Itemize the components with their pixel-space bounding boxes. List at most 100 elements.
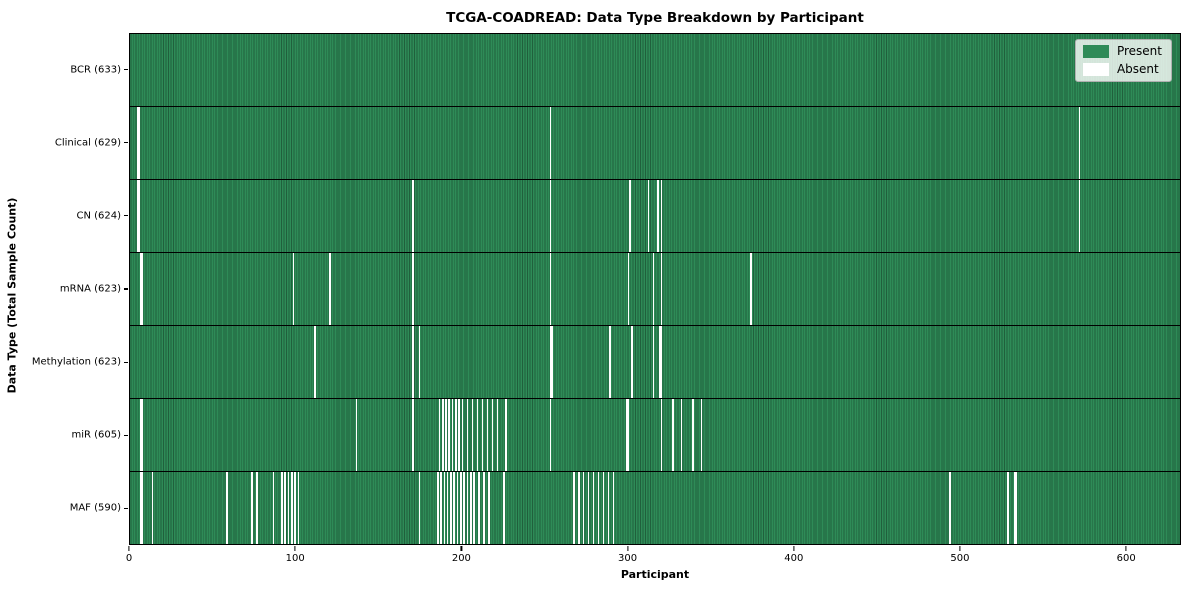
absent-stripe	[672, 399, 675, 471]
absent-stripe	[750, 253, 753, 325]
absent-stripe	[659, 326, 661, 398]
absent-stripe	[549, 180, 552, 252]
absent-stripe	[549, 253, 552, 325]
absent-stripe	[473, 472, 476, 544]
row-BCR	[130, 34, 1180, 106]
absent-stripe	[572, 472, 575, 544]
absent-stripe	[456, 472, 459, 544]
absent-stripe	[136, 107, 139, 179]
ytick-label-miR: miR (605)	[71, 429, 121, 441]
absent-stripe	[692, 399, 694, 471]
absent-stripe	[440, 472, 442, 544]
absent-stripe	[549, 399, 552, 471]
row-mRNA	[130, 252, 1180, 325]
absent-stripe	[280, 472, 283, 544]
xtick-label-400: 400	[784, 553, 804, 564]
absent-stripe	[549, 326, 552, 398]
absent-stripe	[597, 472, 600, 544]
absent-stripe	[1078, 180, 1081, 252]
absent-stripe	[443, 472, 446, 544]
absent-stripe	[139, 399, 142, 471]
absent-stripe	[292, 253, 295, 325]
ytick-label-Methylation: Methylation (623)	[31, 356, 121, 368]
xtick-mark	[1125, 546, 1127, 551]
plot-area: Present Absent	[129, 33, 1181, 545]
absent-stripe	[607, 472, 610, 544]
absent-stripe	[587, 472, 590, 544]
absent-stripe	[418, 472, 421, 544]
absent-stripe	[481, 399, 484, 471]
legend-absent-swatch	[1082, 63, 1109, 76]
absent-stripe	[476, 399, 479, 471]
absent-stripe	[446, 472, 449, 544]
absent-stripe	[141, 253, 144, 325]
absent-stripe	[652, 326, 655, 398]
absent-stripe	[503, 472, 505, 544]
absent-stripe	[491, 399, 494, 471]
legend-item-absent: Absent	[1082, 63, 1162, 76]
absent-stripe	[660, 326, 663, 398]
ytick-mark	[123, 507, 128, 510]
absent-stripe	[136, 180, 139, 252]
absent-stripe	[630, 326, 633, 398]
absent-stripe	[660, 399, 663, 471]
absent-stripe	[290, 472, 293, 544]
absent-stripe	[652, 253, 655, 325]
absent-stripe	[460, 472, 462, 544]
absent-stripe	[551, 326, 553, 398]
absent-stripe	[453, 472, 456, 544]
ytick-label-CN: CN (624)	[76, 210, 121, 222]
absent-stripe	[411, 180, 414, 252]
absent-stripe	[660, 253, 663, 325]
absent-stripe	[478, 472, 480, 544]
ytick-mark	[123, 361, 128, 363]
xtick-mark	[128, 546, 130, 551]
absent-stripe	[138, 180, 140, 252]
ytick-mark	[123, 68, 128, 71]
y-axis-title: Data Type (Total Sample Count)	[5, 197, 19, 394]
absent-stripe	[466, 472, 469, 544]
absent-stripe	[660, 180, 663, 252]
xtick-mark	[793, 546, 795, 551]
absent-stripe	[582, 472, 585, 544]
xtick-label-100: 100	[285, 553, 305, 564]
absent-stripe	[700, 399, 703, 471]
absent-stripe	[466, 399, 469, 471]
absent-stripe	[486, 399, 489, 471]
absent-stripe	[1014, 472, 1016, 544]
absent-stripe	[483, 472, 485, 544]
legend-item-present: Present	[1082, 45, 1162, 58]
xtick-label-600: 600	[1116, 553, 1136, 564]
absent-stripe	[504, 399, 507, 471]
ytick-mark	[123, 434, 128, 436]
absent-stripe	[251, 472, 253, 544]
absent-stripe	[138, 107, 140, 179]
chart-title: TCGA-COADREAD: Data Type Breakdown by Pa…	[446, 10, 864, 26]
absent-stripe	[411, 253, 414, 325]
xtick-label-0: 0	[125, 553, 133, 564]
absent-stripe	[445, 399, 447, 471]
absent-stripe	[577, 472, 580, 544]
absent-stripe	[627, 253, 630, 325]
row-miR	[130, 398, 1180, 471]
absent-stripe	[647, 180, 650, 252]
absent-stripe	[418, 326, 421, 398]
absent-stripe	[680, 399, 683, 471]
ytick-mark	[123, 215, 128, 217]
absent-stripe	[141, 472, 144, 544]
absent-stripe	[629, 180, 631, 252]
absent-stripe	[256, 472, 258, 544]
absent-stripe	[549, 107, 552, 179]
ytick-label-BCR: BCR (633)	[70, 64, 121, 76]
absent-stripe	[1007, 472, 1010, 544]
ytick-label-Clinical: Clinical (629)	[54, 137, 121, 149]
absent-stripe	[609, 326, 612, 398]
absent-stripe	[488, 472, 490, 544]
legend-present-swatch	[1082, 45, 1109, 58]
absent-stripe	[226, 472, 228, 544]
absent-stripe	[458, 399, 461, 471]
absent-stripe	[949, 472, 952, 544]
absent-stripe	[139, 472, 142, 544]
xtick-label-200: 200	[451, 553, 471, 564]
